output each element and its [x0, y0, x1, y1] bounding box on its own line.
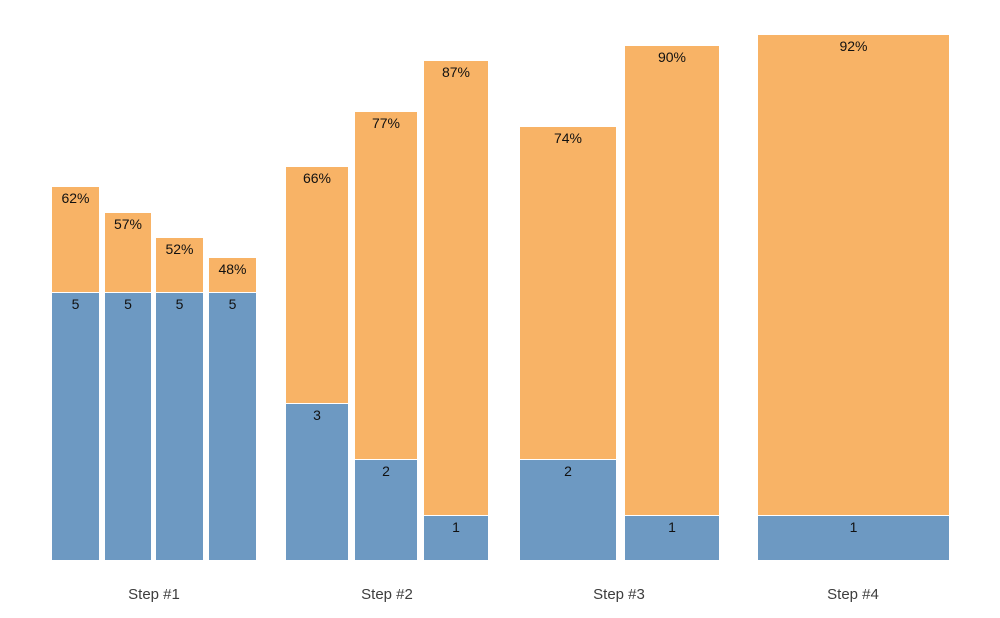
- funnel-bar: 92% 1: [758, 35, 949, 560]
- dropoff-segment: 48%: [209, 258, 256, 292]
- group-label: Step #3: [593, 586, 645, 603]
- group-label: Step #2: [361, 586, 413, 603]
- percent-label: 90%: [657, 49, 687, 65]
- retained-segment: 1: [625, 515, 719, 560]
- percent-label: 87%: [441, 64, 471, 80]
- funnel-bar: 57% 5: [105, 213, 151, 560]
- dropoff-segment: 92%: [758, 35, 949, 515]
- group-label: Step #1: [128, 586, 180, 603]
- percent-label: 77%: [371, 115, 401, 131]
- group-label: Step #4: [827, 586, 879, 603]
- funnel-bar: 74% 2: [520, 127, 616, 560]
- dropoff-segment: 87%: [424, 61, 488, 515]
- retained-segment: 5: [52, 292, 99, 560]
- dropoff-segment: 62%: [52, 187, 99, 292]
- count-label: 5: [228, 296, 237, 312]
- percent-label: 57%: [113, 216, 143, 232]
- retained-segment: 5: [209, 292, 256, 560]
- dropoff-segment: 77%: [355, 112, 417, 459]
- retained-segment: 3: [286, 403, 348, 560]
- funnel-bar: 77% 2: [355, 112, 417, 560]
- retained-segment: 2: [355, 459, 417, 560]
- dropoff-segment: 57%: [105, 213, 151, 292]
- count-label: 5: [124, 296, 132, 312]
- funnel-bar: 52% 5: [156, 238, 203, 560]
- funnel-bar: 62% 5: [52, 187, 99, 560]
- retained-segment: 2: [520, 459, 616, 560]
- funnel-bar: 48% 5: [209, 258, 256, 560]
- percent-label: 62%: [61, 190, 90, 206]
- dropoff-segment: 52%: [156, 238, 203, 292]
- dropoff-segment: 90%: [625, 46, 719, 515]
- count-label: 1: [452, 519, 460, 535]
- retained-segment: 5: [105, 292, 151, 560]
- count-label: 5: [71, 296, 80, 312]
- count-label: 2: [564, 463, 572, 479]
- funnel-bar: 90% 1: [625, 46, 719, 560]
- percent-label: 66%: [302, 170, 332, 186]
- funnel-bar: 87% 1: [424, 61, 488, 560]
- percent-label: 92%: [839, 38, 868, 54]
- count-label: 1: [668, 519, 676, 535]
- count-label: 3: [313, 407, 321, 423]
- dropoff-segment: 74%: [520, 127, 616, 459]
- count-label: 2: [382, 463, 390, 479]
- funnel-bar: 66% 3: [286, 167, 348, 560]
- percent-label: 48%: [218, 261, 247, 277]
- retained-segment: 1: [424, 515, 488, 560]
- retained-segment: 5: [156, 292, 203, 560]
- retained-segment: 1: [758, 515, 949, 560]
- count-label: 1: [849, 519, 858, 535]
- percent-label: 52%: [165, 241, 194, 257]
- percent-label: 74%: [553, 130, 583, 146]
- count-label: 5: [175, 296, 184, 312]
- dropoff-segment: 66%: [286, 167, 348, 403]
